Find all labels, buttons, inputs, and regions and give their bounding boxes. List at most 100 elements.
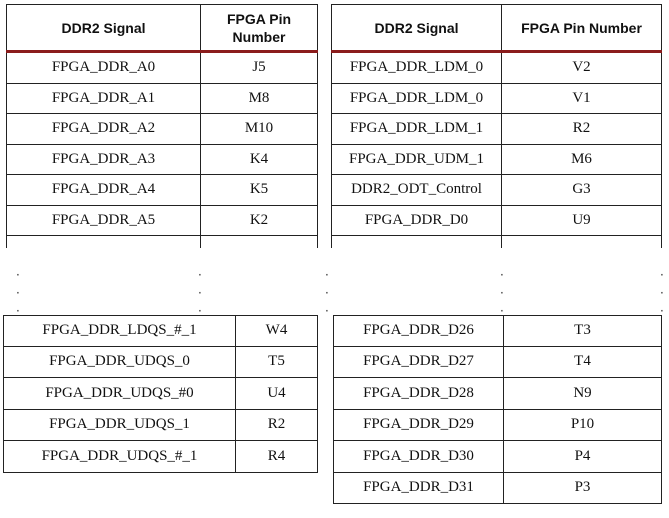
table-row: FPGA_DDR_A1 M8 xyxy=(6,83,318,114)
table-row: FPGA_DDR_A5 K2 xyxy=(6,205,318,236)
header-cell: FPGA Pin Number xyxy=(200,5,318,50)
ellipsis-dot: · xyxy=(16,286,20,300)
table-cell: DDR2_ODT_Control xyxy=(331,175,501,205)
table-cell: M10 xyxy=(200,114,318,144)
table-cell: FPGA_DDR_A4 xyxy=(6,175,200,205)
header-cell: DDR2 Signal xyxy=(6,5,200,50)
table-cell: V2 xyxy=(501,53,662,83)
table-cell xyxy=(501,236,662,248)
table-row-cut xyxy=(331,236,662,248)
table-row: FPGA_DDR_UDM_1 M6 xyxy=(331,144,662,175)
table-row: FPGA_DDR_LDM_1 R2 xyxy=(331,114,662,145)
table-cell: N9 xyxy=(503,378,662,409)
ellipsis-dot: · xyxy=(500,286,504,300)
table-row: FPGA_DDR_A0 J5 xyxy=(6,53,318,84)
table-cell: R4 xyxy=(235,441,318,472)
table-cell: FPGA_DDR_UDQS_0 xyxy=(3,346,235,377)
table-cell: K5 xyxy=(200,175,318,205)
ellipsis-dot: · xyxy=(660,304,664,318)
table-row: FPGA_DDR_UDQS_0 T5 xyxy=(3,346,318,378)
header-row: DDR2 Signal FPGA Pin Number xyxy=(331,4,662,53)
table-cell: FPGA_DDR_D31 xyxy=(333,472,503,503)
table-cell: FPGA_DDR_D27 xyxy=(333,346,503,377)
ellipsis-dot: · xyxy=(660,286,664,300)
table-cell: FPGA_DDR_D28 xyxy=(333,378,503,409)
header-cell: DDR2 Signal xyxy=(331,5,501,50)
table-row: FPGA_DDR_D31 P3 xyxy=(333,472,662,504)
table-cell: R2 xyxy=(501,114,662,144)
table-cell: FPGA_DDR_A0 xyxy=(6,53,200,83)
table-cell: FPGA_DDR_LDM_0 xyxy=(331,53,501,83)
table: FPGA_DDR_LDQS_#_1 W4 FPGA_DDR_UDQS_0 T5 FPGA… xyxy=(3,315,318,475)
table-row: FPGA_DDR_A2 M10 xyxy=(6,114,318,145)
table-row: DDR2_ODT_Control G3 xyxy=(331,175,662,206)
ellipsis-dot: · xyxy=(500,304,504,318)
ellipsis-dot: · xyxy=(16,268,20,282)
table-cell xyxy=(6,236,200,248)
table-row: FPGA_DDR_D30 P4 xyxy=(333,441,662,473)
table-row: FPGA_DDR_LDQS_#_1 W4 xyxy=(3,315,318,347)
header-cell: FPGA Pin Number xyxy=(501,5,662,50)
table-cell: FPGA_DDR_D30 xyxy=(333,441,503,472)
table-cell: M6 xyxy=(501,144,662,174)
table-cell: FPGA_DDR_UDQS_#_1 xyxy=(3,441,235,472)
table-cell: P4 xyxy=(503,441,662,472)
table-cell: FPGA_DDR_A2 xyxy=(6,114,200,144)
ellipsis-dot: · xyxy=(325,286,329,300)
table-cell: M8 xyxy=(200,83,318,113)
table-cell: T3 xyxy=(503,316,662,346)
ellipsis-dot: · xyxy=(198,304,202,318)
ellipsis-dot: · xyxy=(198,268,202,282)
ellipsis-dot: · xyxy=(500,268,504,282)
table-row-cut xyxy=(6,236,318,248)
table: DDR2 Signal FPGA Pin Number FPGA_DDR_A0 J5 F… xyxy=(6,4,318,248)
table-cell: FPGA_DDR_UDM_1 xyxy=(331,144,501,174)
table-cell xyxy=(200,236,318,248)
table-cell: G3 xyxy=(501,175,662,205)
table-cell: FPGA_DDR_A1 xyxy=(6,83,200,113)
table-cell xyxy=(331,236,501,248)
table-cell: FPGA_DDR_UDQS_1 xyxy=(3,409,235,440)
table-cell: K4 xyxy=(200,144,318,174)
table-cell: J5 xyxy=(200,53,318,83)
table-cell: FPGA_DDR_D26 xyxy=(333,316,503,346)
table-cell: K2 xyxy=(200,205,318,235)
header-row: DDR2 Signal FPGA Pin Number xyxy=(6,4,318,53)
table: DDR2 Signal FPGA Pin Number FPGA_DDR_LDM_0… xyxy=(331,4,662,248)
table-cell: FPGA_DDR_A5 xyxy=(6,205,200,235)
table-cell: P10 xyxy=(503,409,662,440)
table-row: FPGA_DDR_UDQS_#_1 R4 xyxy=(3,441,318,473)
ellipsis-dot: · xyxy=(660,268,664,282)
table-cell: FPGA_DDR_D0 xyxy=(331,205,501,235)
table-cell: FPGA_DDR_LDM_1 xyxy=(331,114,501,144)
ellipsis-dot: · xyxy=(325,268,329,282)
table-row: FPGA_DDR_UDQS_#0 U4 xyxy=(3,378,318,410)
table-row: FPGA_DDR_D0 U9 xyxy=(331,205,662,236)
ellipsis-dot: · xyxy=(198,286,202,300)
table-cell: R2 xyxy=(235,409,318,440)
table-row: FPGA_DDR_A3 K4 xyxy=(6,144,318,175)
table-cell: T5 xyxy=(235,346,318,377)
table-cell: FPGA_DDR_LDM_0 xyxy=(331,83,501,113)
table-row: FPGA_DDR_A4 K5 xyxy=(6,175,318,206)
table-cell: U4 xyxy=(235,378,318,409)
table-cell: FPGA_DDR_UDQS_#0 xyxy=(3,378,235,409)
ellipsis-dot: · xyxy=(325,304,329,318)
table-cell: V1 xyxy=(501,83,662,113)
table-cell: T4 xyxy=(503,346,662,377)
table-cell: P3 xyxy=(503,472,662,503)
table-row: FPGA_DDR_D26 T3 xyxy=(333,315,662,347)
table-cell: W4 xyxy=(235,316,318,346)
table-row: FPGA_DDR_D29 P10 xyxy=(333,409,662,441)
table-cell: FPGA_DDR_A3 xyxy=(6,144,200,174)
table-cell: FPGA_DDR_LDQS_#_1 xyxy=(3,316,235,346)
table-row: FPGA_DDR_D27 T4 xyxy=(333,346,662,378)
ellipsis-dot: · xyxy=(16,304,20,318)
table-row: FPGA_DDR_LDM_0 V1 xyxy=(331,83,662,114)
table: FPGA_DDR_D26 T3 FPGA_DDR_D27 T4 FPGA_DDR_D28… xyxy=(333,315,662,506)
table-row: FPGA_DDR_D28 N9 xyxy=(333,378,662,410)
table-row: FPGA_DDR_UDQS_1 R2 xyxy=(3,409,318,441)
table-cell: U9 xyxy=(501,205,662,235)
table-row: FPGA_DDR_LDM_0 V2 xyxy=(331,53,662,84)
